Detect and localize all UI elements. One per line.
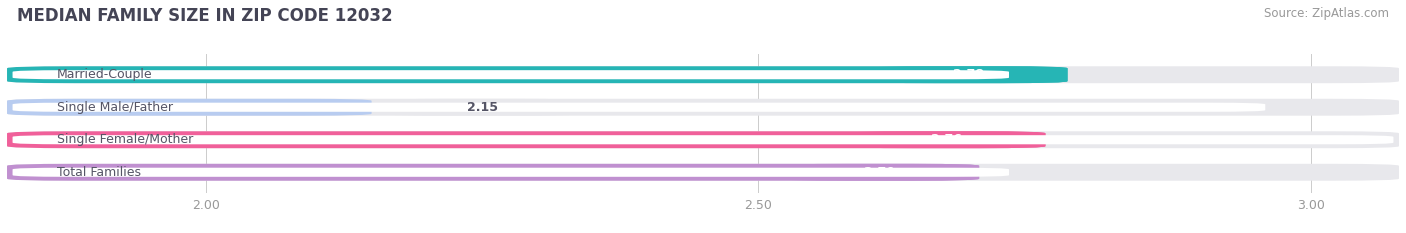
Text: Single Female/Mother: Single Female/Mother xyxy=(56,133,193,146)
Text: Married-Couple: Married-Couple xyxy=(56,68,152,81)
FancyBboxPatch shape xyxy=(7,164,1399,181)
FancyBboxPatch shape xyxy=(7,66,1399,83)
Text: MEDIAN FAMILY SIZE IN ZIP CODE 12032: MEDIAN FAMILY SIZE IN ZIP CODE 12032 xyxy=(17,7,392,25)
Text: 2.76: 2.76 xyxy=(931,133,962,146)
FancyBboxPatch shape xyxy=(13,168,1010,177)
FancyBboxPatch shape xyxy=(7,131,1399,148)
FancyBboxPatch shape xyxy=(7,164,979,181)
FancyBboxPatch shape xyxy=(7,131,1046,148)
FancyBboxPatch shape xyxy=(7,66,1067,83)
FancyBboxPatch shape xyxy=(13,103,1265,112)
FancyBboxPatch shape xyxy=(382,99,582,116)
Text: 2.78: 2.78 xyxy=(953,68,984,81)
FancyBboxPatch shape xyxy=(780,164,979,181)
Text: Total Families: Total Families xyxy=(56,166,141,179)
FancyBboxPatch shape xyxy=(7,99,371,116)
Text: 2.70: 2.70 xyxy=(865,166,896,179)
FancyBboxPatch shape xyxy=(7,99,1399,116)
Text: 2.15: 2.15 xyxy=(467,101,498,114)
FancyBboxPatch shape xyxy=(846,131,1046,148)
Text: Source: ZipAtlas.com: Source: ZipAtlas.com xyxy=(1264,7,1389,20)
FancyBboxPatch shape xyxy=(869,66,1067,83)
Text: Single Male/Father: Single Male/Father xyxy=(56,101,173,114)
FancyBboxPatch shape xyxy=(13,70,1010,79)
FancyBboxPatch shape xyxy=(13,135,1393,144)
